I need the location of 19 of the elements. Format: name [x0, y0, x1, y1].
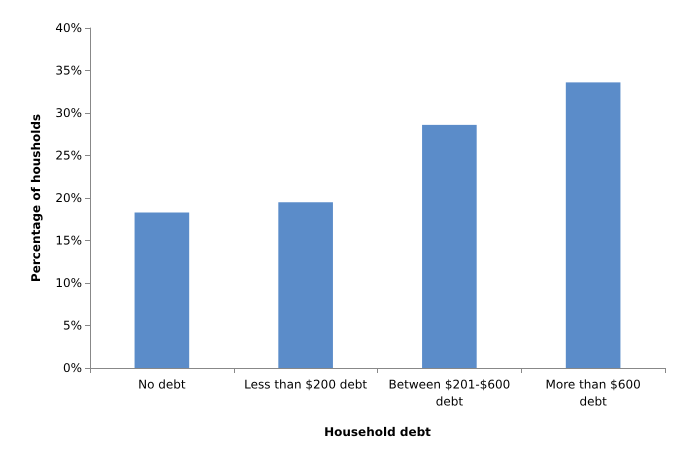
x-axis-title: Household debt — [324, 425, 432, 439]
y-axis-title: Percentage of housholds — [29, 114, 43, 282]
y-tick-label: 40% — [55, 21, 82, 35]
y-tick-label: 10% — [55, 276, 82, 290]
bar — [422, 124, 477, 368]
bar — [278, 202, 333, 368]
bar — [566, 82, 620, 368]
y-tick-label: 0% — [62, 361, 82, 375]
y-tick-label: 5% — [62, 318, 82, 332]
x-tick-label: No debt — [138, 378, 186, 392]
y-tick-label: 25% — [55, 148, 82, 162]
x-tick-label: Between $201-$600 debt — [388, 378, 510, 408]
y-tick-label: 30% — [55, 106, 82, 120]
x-tick-label: More than $600 debt — [546, 378, 641, 408]
x-tick-label: Less than $200 debt — [244, 378, 368, 392]
y-tick-label: 35% — [55, 64, 82, 78]
y-tick-label: 15% — [55, 234, 82, 248]
y-tick-label: 20% — [55, 191, 82, 205]
bar — [134, 212, 190, 368]
